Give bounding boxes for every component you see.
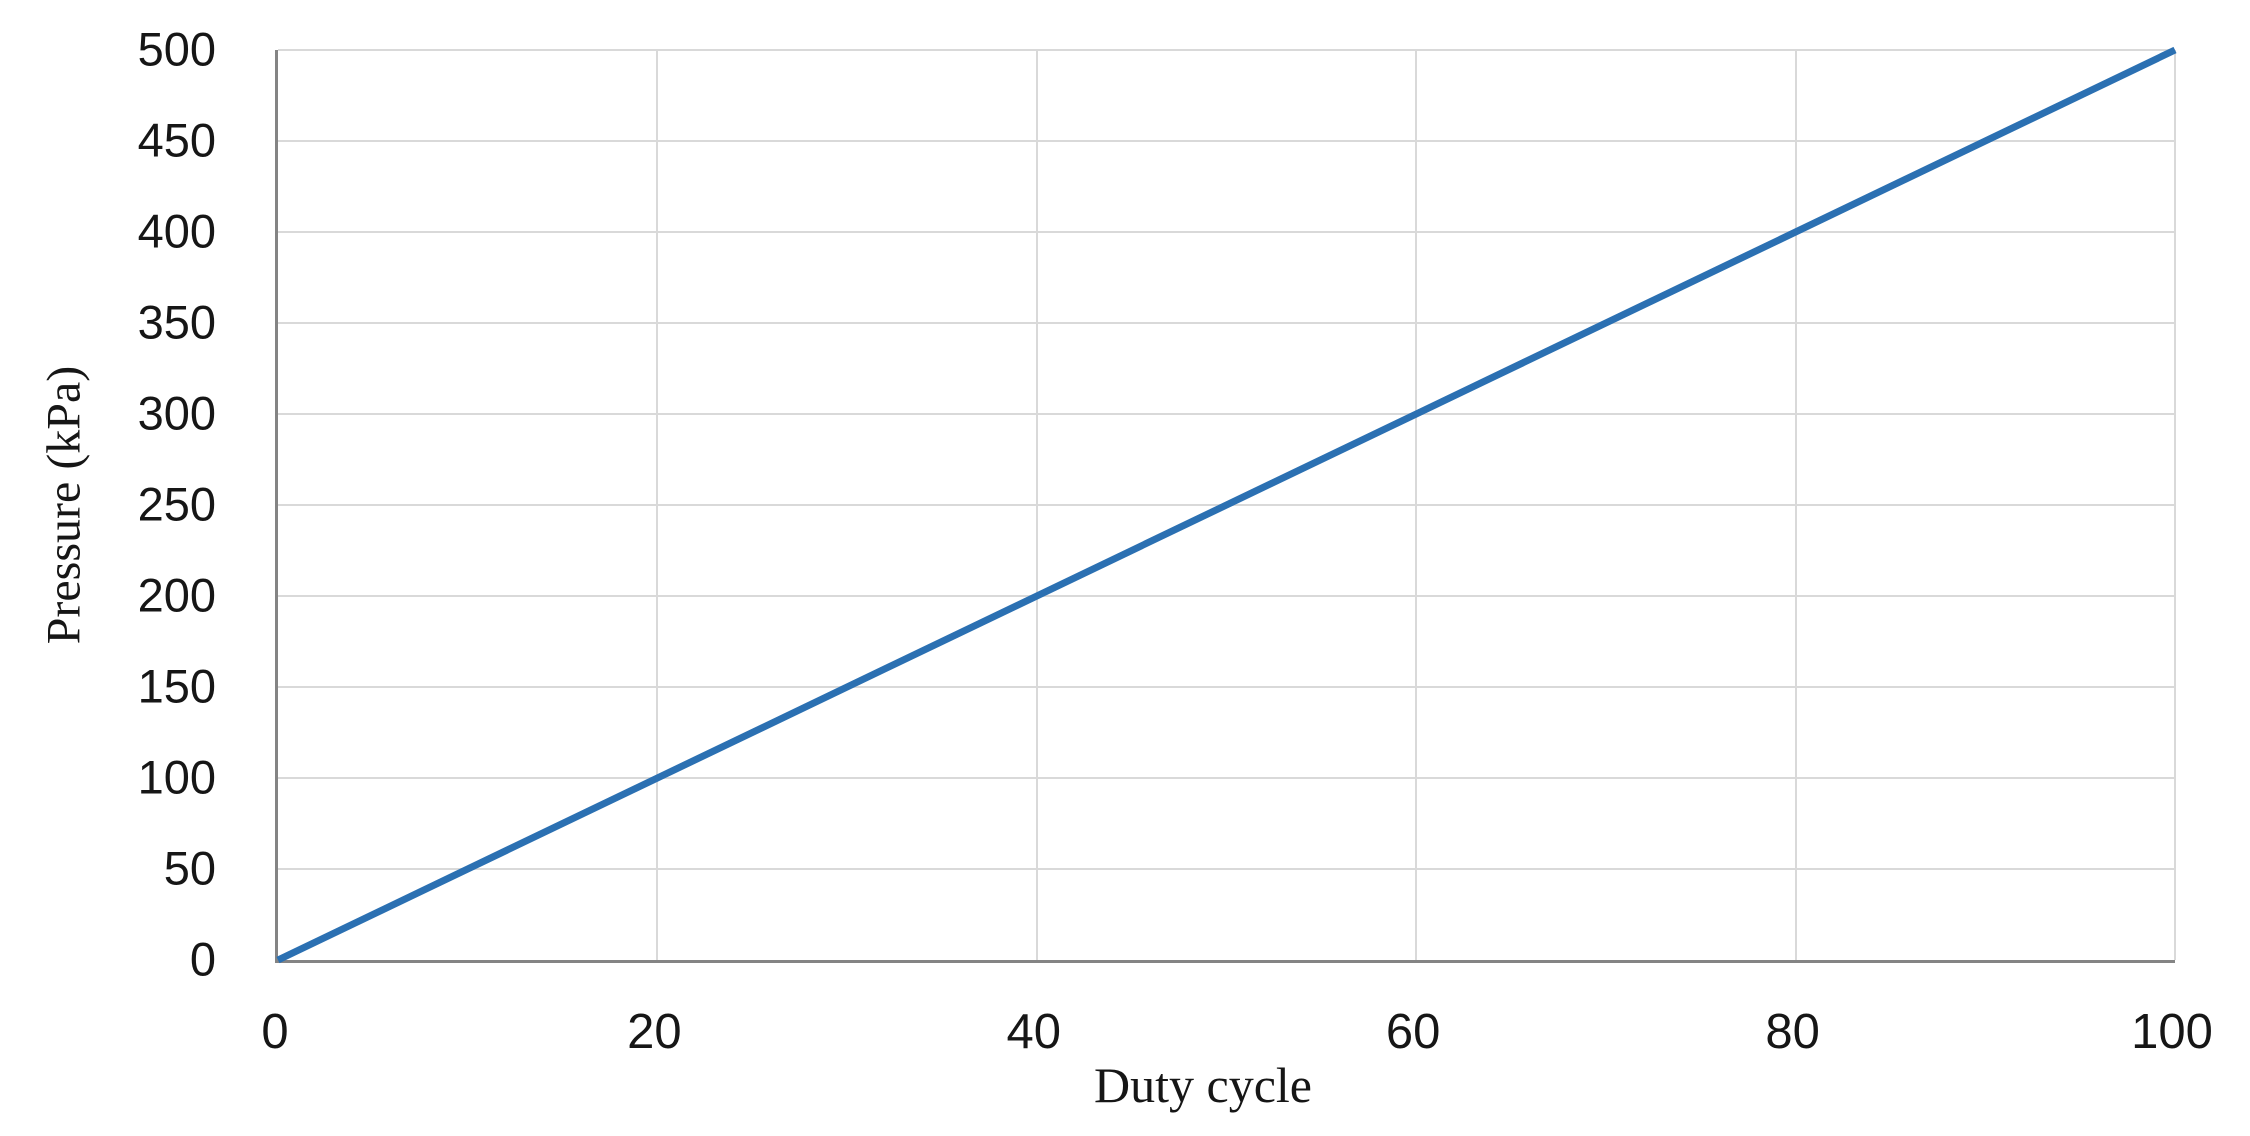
y-gridline-300: [278, 413, 2175, 415]
y-gridline-100: [278, 777, 2175, 779]
y-gridline-50: [278, 868, 2175, 870]
y-gridline-350: [278, 322, 2175, 324]
data-line-pressure: [276, 46, 2177, 964]
x-gridline-100: [2174, 50, 2176, 960]
x-gridline-40: [1035, 50, 1038, 960]
y-tick-label-0: 0: [189, 932, 216, 986]
plot-area: [275, 46, 2177, 964]
x-tick-label-20: 20: [627, 1005, 682, 1059]
y-tick-label-350: 350: [137, 295, 216, 349]
x-gridline-20: [656, 50, 659, 960]
series-layer: [276, 46, 2177, 964]
y-tick-label-500: 500: [137, 22, 216, 76]
y-tick-label-400: 400: [137, 204, 216, 258]
y-axis-title: Pressure (kPa): [37, 365, 91, 645]
y-gridline-150: [278, 686, 2175, 688]
x-gridline-80: [1794, 50, 1797, 960]
y-gridline-200: [278, 595, 2175, 597]
x-tick-label-100: 100: [2131, 1005, 2213, 1059]
y-tick-label-150: 150: [137, 659, 216, 713]
y-tick-label-450: 450: [137, 113, 216, 167]
x-tick-label-60: 60: [1385, 1005, 1441, 1059]
y-tick-label-200: 200: [137, 568, 216, 622]
y-tick-label-50: 50: [163, 841, 216, 895]
y-gridline-450: [278, 140, 2175, 142]
x-tick-label-40: 40: [1006, 1005, 1062, 1059]
x-gridline-60: [1415, 50, 1418, 960]
x-tick-label-80: 80: [1765, 1005, 1820, 1059]
y-tick-label-300: 300: [137, 386, 216, 440]
x-tick-label-0: 0: [261, 1005, 289, 1059]
y-gridline-500: [278, 49, 2175, 51]
y-tick-label-250: 250: [137, 477, 216, 531]
y-gridline-400: [278, 231, 2175, 233]
y-tick-label-100: 100: [137, 750, 216, 804]
x-axis-title: Duty cycle: [1094, 1057, 1312, 1113]
